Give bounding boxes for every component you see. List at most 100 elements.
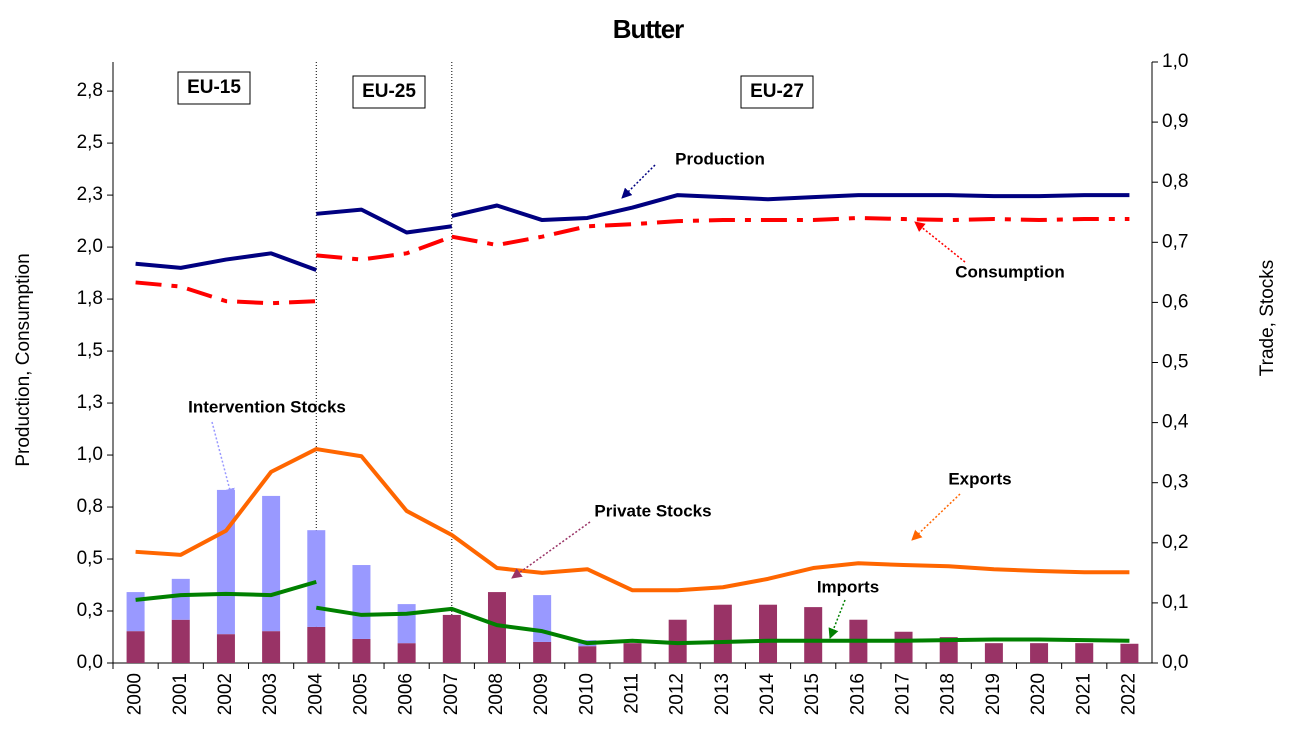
y2-tick-label: 0,3 xyxy=(1162,472,1188,493)
x-tick-label: 2012 xyxy=(667,673,688,715)
x-tick-label: 2005 xyxy=(350,673,371,715)
y2-tick-label: 0,2 xyxy=(1162,532,1188,553)
bar xyxy=(1030,643,1049,663)
y2-axis-title: Trade, Stocks xyxy=(1257,260,1278,377)
x-tick-label: 2004 xyxy=(305,673,326,716)
y-tick-label: 0,8 xyxy=(77,496,103,517)
x-tick-label: 2010 xyxy=(576,673,597,715)
bar xyxy=(623,643,642,663)
y-tick-label: 2,0 xyxy=(77,236,103,257)
y2-tick-label: 0,8 xyxy=(1162,171,1188,192)
bar xyxy=(713,604,732,663)
y-tick-label: 1,8 xyxy=(77,288,103,309)
x-tick-label: 2021 xyxy=(1073,673,1094,715)
era-label: EU-25 xyxy=(362,81,416,102)
line-series xyxy=(135,215,1130,306)
series-label: Private Stocks xyxy=(594,501,711,520)
bar xyxy=(533,641,552,663)
x-tick-label: 2011 xyxy=(622,673,643,714)
bar xyxy=(1075,643,1094,663)
bar xyxy=(352,638,371,663)
bar xyxy=(126,592,145,632)
y2-tick-label: 0,9 xyxy=(1162,111,1188,132)
series-label: Imports xyxy=(817,577,879,596)
era-label: EU-27 xyxy=(750,81,804,102)
series-label: Exports xyxy=(948,469,1011,488)
bar xyxy=(216,489,235,635)
chart-title: Butter xyxy=(613,14,684,44)
x-tick-label: 2003 xyxy=(260,673,281,715)
line-series xyxy=(135,447,1130,593)
x-tick-label: 2001 xyxy=(170,673,191,715)
callout-arrow xyxy=(911,493,961,541)
bar xyxy=(216,634,235,663)
x-tick-label: 2008 xyxy=(486,673,507,715)
bar xyxy=(894,631,913,663)
y-axis-title: Production, Consumption xyxy=(13,253,34,466)
y2-tick-label: 0,1 xyxy=(1162,592,1188,613)
era-label: EU-15 xyxy=(187,77,241,98)
bar xyxy=(262,631,281,663)
callout-arrow xyxy=(621,164,656,199)
y2-tick-label: 1,0 xyxy=(1162,51,1188,72)
bar xyxy=(397,604,416,644)
y-tick-label: 2,3 xyxy=(77,184,103,205)
y2-tick-label: 0,4 xyxy=(1162,412,1189,433)
bar xyxy=(126,631,145,663)
bar xyxy=(171,578,190,620)
y-tick-label: 0,0 xyxy=(77,652,103,673)
bar xyxy=(1120,643,1139,663)
callout-arrow xyxy=(211,421,235,500)
bar xyxy=(939,637,958,663)
bar xyxy=(487,592,506,663)
series-label: Production xyxy=(675,149,765,168)
x-tick-label: 2017 xyxy=(893,673,914,715)
y-tick-label: 2,8 xyxy=(77,80,103,101)
bar xyxy=(533,595,552,642)
x-tick-label: 2015 xyxy=(802,673,823,715)
bar xyxy=(262,495,281,632)
x-tick-label: 2022 xyxy=(1118,673,1139,715)
bar xyxy=(578,646,597,663)
x-tick-label: 2007 xyxy=(441,673,462,715)
x-tick-label: 2000 xyxy=(125,673,146,715)
bar xyxy=(397,643,416,663)
x-tick-label: 2013 xyxy=(712,673,733,715)
bar xyxy=(984,643,1003,663)
callout-arrow xyxy=(511,521,591,579)
bar xyxy=(307,626,326,663)
x-tick-label: 2002 xyxy=(215,673,236,715)
era-box xyxy=(740,75,814,109)
y-tick-label: 1,5 xyxy=(77,340,103,361)
y2-tick-label: 0,0 xyxy=(1162,652,1188,673)
callout-arrow xyxy=(914,221,966,263)
era-box xyxy=(352,75,426,109)
x-tick-label: 2018 xyxy=(938,673,959,715)
era-box xyxy=(177,71,251,105)
series-label: Consumption xyxy=(955,262,1065,281)
y-tick-label: 0,3 xyxy=(77,600,103,621)
bar xyxy=(171,619,190,663)
y2-tick-label: 0,7 xyxy=(1162,231,1188,252)
y2-tick-label: 0,6 xyxy=(1162,291,1188,312)
x-tick-label: 2006 xyxy=(396,673,417,715)
bar xyxy=(307,530,326,627)
y-tick-label: 1,3 xyxy=(77,392,103,413)
bar xyxy=(759,604,778,663)
y-tick-label: 1,0 xyxy=(77,444,103,465)
x-tick-label: 2009 xyxy=(531,673,552,715)
x-tick-label: 2020 xyxy=(1028,673,1049,715)
y-tick-label: 0,5 xyxy=(77,548,103,569)
bar xyxy=(442,614,461,663)
x-tick-label: 2019 xyxy=(983,673,1004,715)
x-tick-label: 2016 xyxy=(847,673,868,715)
series-label: Intervention Stocks xyxy=(188,397,346,416)
bar xyxy=(352,565,371,639)
line-series xyxy=(135,579,1130,646)
line-series xyxy=(135,193,1130,272)
y2-tick-label: 0,5 xyxy=(1162,352,1188,373)
bar xyxy=(804,607,823,663)
y-tick-label: 2,5 xyxy=(77,132,103,153)
callout-arrow xyxy=(828,599,846,639)
